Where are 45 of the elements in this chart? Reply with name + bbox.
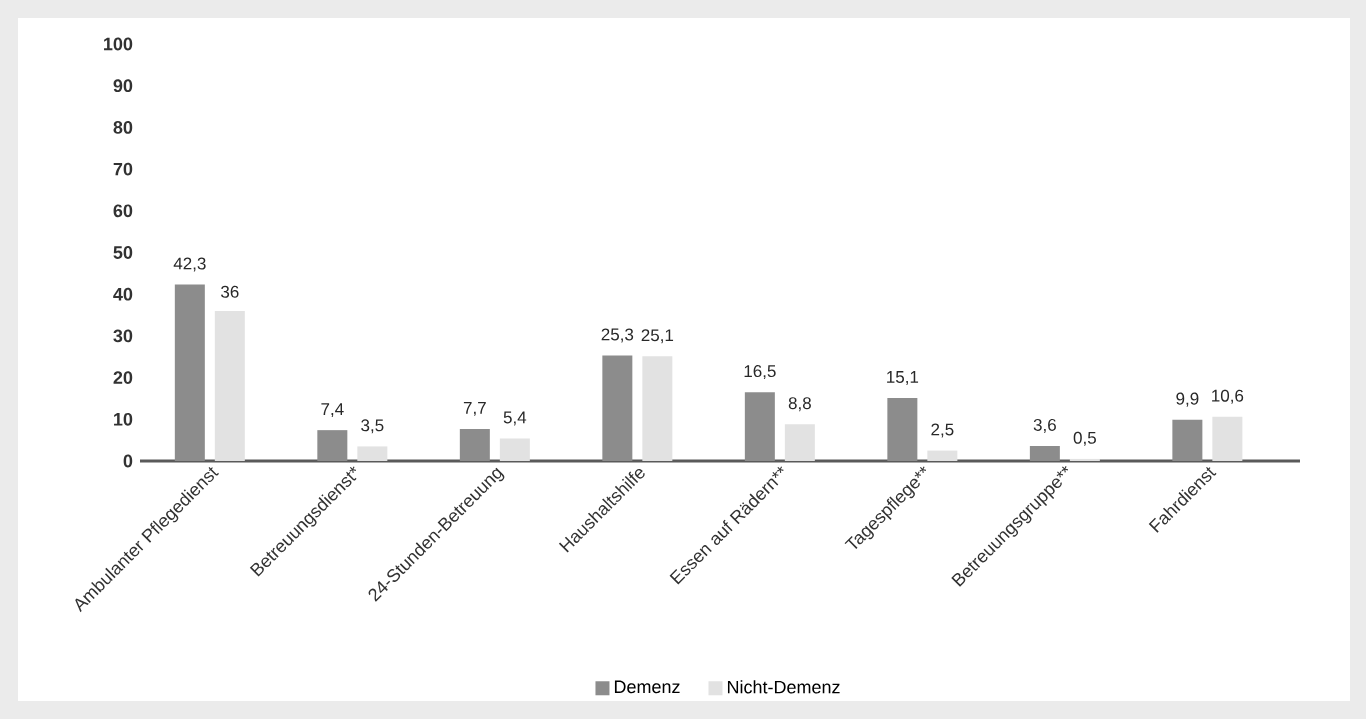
bar: [499, 438, 530, 461]
data-label: 7,4: [321, 403, 344, 418]
bar: [214, 310, 245, 461]
bar: [459, 428, 490, 461]
legend-label: Nicht-Demenz: [727, 680, 840, 694]
legend-label: Demenz: [614, 680, 680, 694]
data-label: 8,8: [788, 397, 811, 412]
data-label: 25,3: [601, 328, 634, 343]
bar: [1212, 416, 1243, 461]
bar: [1069, 458, 1100, 461]
y-tick-label: 100: [104, 37, 133, 51]
data-label: 9,9: [1176, 392, 1199, 407]
y-tick-label: 40: [113, 287, 133, 301]
y-tick-label: 50: [113, 246, 133, 259]
bar: [1029, 445, 1060, 461]
bar: [317, 430, 348, 461]
bar: [744, 392, 775, 461]
bar: [357, 446, 388, 461]
data-label: 5,4: [503, 411, 527, 426]
y-tick-label: 90: [113, 79, 133, 93]
y-tick-label: 0: [123, 454, 133, 468]
y-tick-label: 60: [113, 204, 133, 218]
y-tick-label: 30: [113, 329, 133, 343]
data-label: 15,1: [887, 371, 919, 385]
bar: [927, 450, 958, 461]
data-label: 25,1: [641, 329, 674, 344]
data-label: 3,6: [1033, 418, 1056, 433]
y-tick-label: 10: [114, 412, 133, 426]
bar: [784, 424, 815, 461]
bar: [174, 284, 205, 461]
data-label: 42,3: [173, 257, 206, 272]
bar: [1172, 419, 1203, 461]
y-tick-label: 80: [113, 121, 133, 134]
data-label: 0,5: [1073, 431, 1096, 446]
bar: [602, 355, 633, 461]
data-label: 10,6: [1212, 389, 1244, 404]
y-tick-label: 20: [113, 371, 133, 384]
y-tick-label: 70: [113, 162, 133, 176]
bar: [887, 398, 918, 461]
data-label: 3,5: [361, 419, 384, 434]
bar: [642, 356, 673, 461]
data-label: 16,5: [744, 365, 776, 380]
data-label: 2,5: [931, 423, 954, 438]
data-label: 36: [221, 285, 239, 298]
data-label: 7,7: [463, 401, 486, 416]
